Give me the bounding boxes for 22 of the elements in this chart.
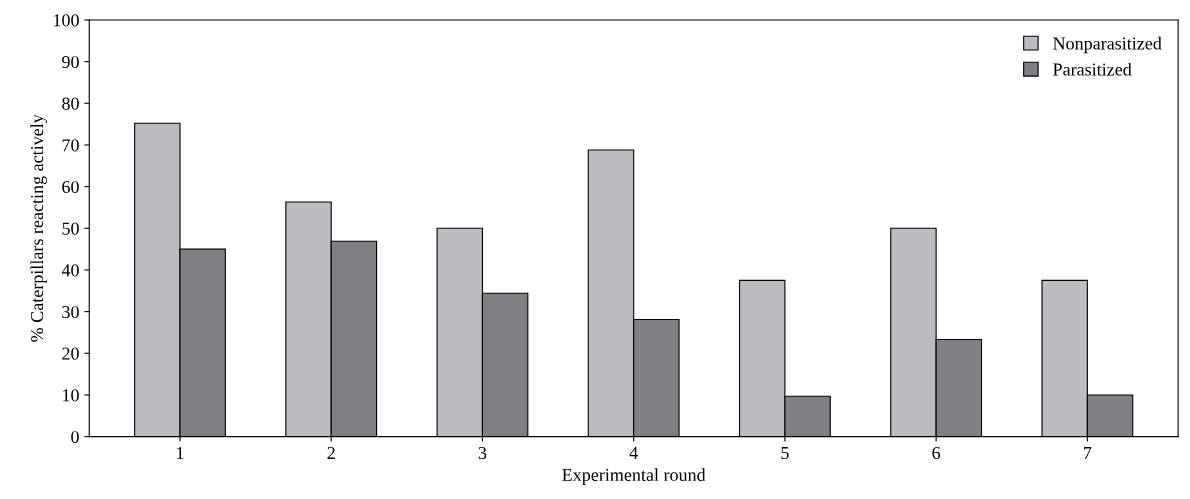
y-tick-label: 0 [71,430,79,444]
legend-label: Parasitized [1053,62,1132,76]
y-axis-title: % Caterpillars reacting actively [30,114,47,342]
y-tick-label: 90 [62,55,79,69]
y-tick-label: 70 [62,139,79,152]
y-tick-label: 50 [62,222,79,235]
x-tick-label: 6 [932,446,941,460]
x-tick-label: 4 [629,446,638,459]
x-tick-label: 7 [1084,447,1092,459]
x-tick-label: 3 [478,446,487,460]
x-tick-label: 1 [177,446,184,459]
y-tick-label: 100 [54,14,79,27]
y-tick-label: 20 [62,347,79,360]
y-tick-label: 80 [62,97,79,110]
y-tick-label: 40 [61,264,79,277]
x-axis-title: Experimental round [562,468,706,485]
y-tick-label: 30 [62,305,79,319]
legend-label: Nonparasitized [1053,36,1162,54]
y-tick-label: 10 [63,389,79,402]
x-tick-label: 5 [781,447,789,460]
y-tick-label: 60 [62,180,79,194]
x-tick-label: 2 [327,446,335,459]
